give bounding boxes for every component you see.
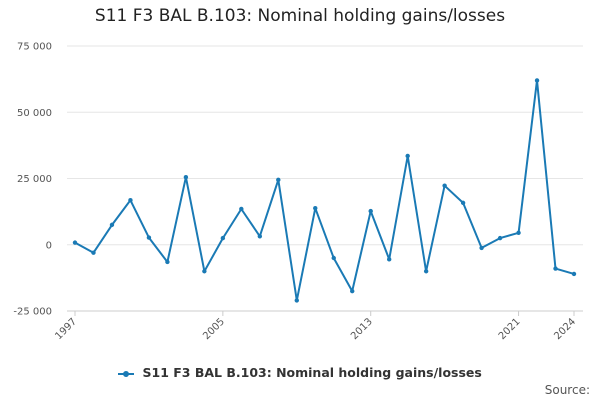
data-point[interactable] [350, 288, 355, 294]
data-point[interactable] [202, 269, 207, 274]
data-point[interactable] [72, 240, 78, 245]
y-tick-label: 75 000 [17, 42, 52, 53]
data-point[interactable] [276, 177, 281, 183]
x-tick-label: 1997 [53, 316, 79, 342]
data-point[interactable] [497, 235, 503, 241]
data-point[interactable] [479, 245, 484, 251]
chart-title: S11 F3 BAL B.103: Nominal holding gains/… [94, 6, 506, 26]
data-point[interactable] [368, 208, 373, 214]
data-point[interactable] [405, 153, 410, 159]
data-point[interactable] [331, 255, 336, 261]
legend-label: S11 F3 BAL B.103: Nominal holding gains/… [142, 365, 482, 380]
data-point[interactable] [553, 266, 558, 271]
data-point[interactable] [442, 183, 447, 188]
data-point[interactable] [257, 234, 263, 239]
source-label[interactable]: Source: [544, 383, 590, 397]
data-point[interactable] [146, 235, 152, 240]
data-point[interactable] [313, 205, 318, 211]
y-tick-label: 50 000 [17, 108, 52, 119]
data-point[interactable] [423, 269, 429, 274]
series-points [72, 78, 577, 303]
x-axis-ticks: 1997 2005 2013 2021 2024 [53, 311, 578, 342]
x-tick-label: 2024 [552, 316, 578, 342]
grid-lines [67, 45, 583, 312]
data-point[interactable] [165, 259, 170, 265]
x-tick-label: 2021 [497, 316, 523, 342]
legend[interactable]: S11 F3 BAL B.103: Nominal holding gains/… [0, 365, 600, 380]
x-tick-label: 2005 [201, 316, 227, 342]
data-point[interactable] [460, 200, 466, 206]
data-point[interactable] [294, 298, 299, 303]
data-point[interactable] [220, 235, 226, 241]
legend-line-marker-icon [118, 369, 135, 379]
data-point[interactable] [239, 206, 244, 212]
data-point[interactable] [183, 174, 189, 180]
y-tick-label: -25 000 [13, 307, 52, 318]
data-point[interactable] [571, 271, 577, 277]
x-tick-label: 2013 [349, 316, 375, 342]
data-point[interactable] [534, 78, 540, 83]
y-axis-ticks: -25 000 0 25 000 50 000 75 000 [13, 42, 52, 318]
data-point[interactable] [109, 222, 115, 228]
data-point[interactable] [128, 198, 133, 203]
y-tick-label: 25 000 [17, 174, 52, 185]
data-point[interactable] [516, 230, 521, 236]
series-line [74, 79, 575, 302]
data-point[interactable] [386, 257, 392, 262]
series-lines [74, 79, 575, 302]
data-point[interactable] [91, 250, 96, 255]
y-tick-label: 0 [46, 240, 52, 251]
